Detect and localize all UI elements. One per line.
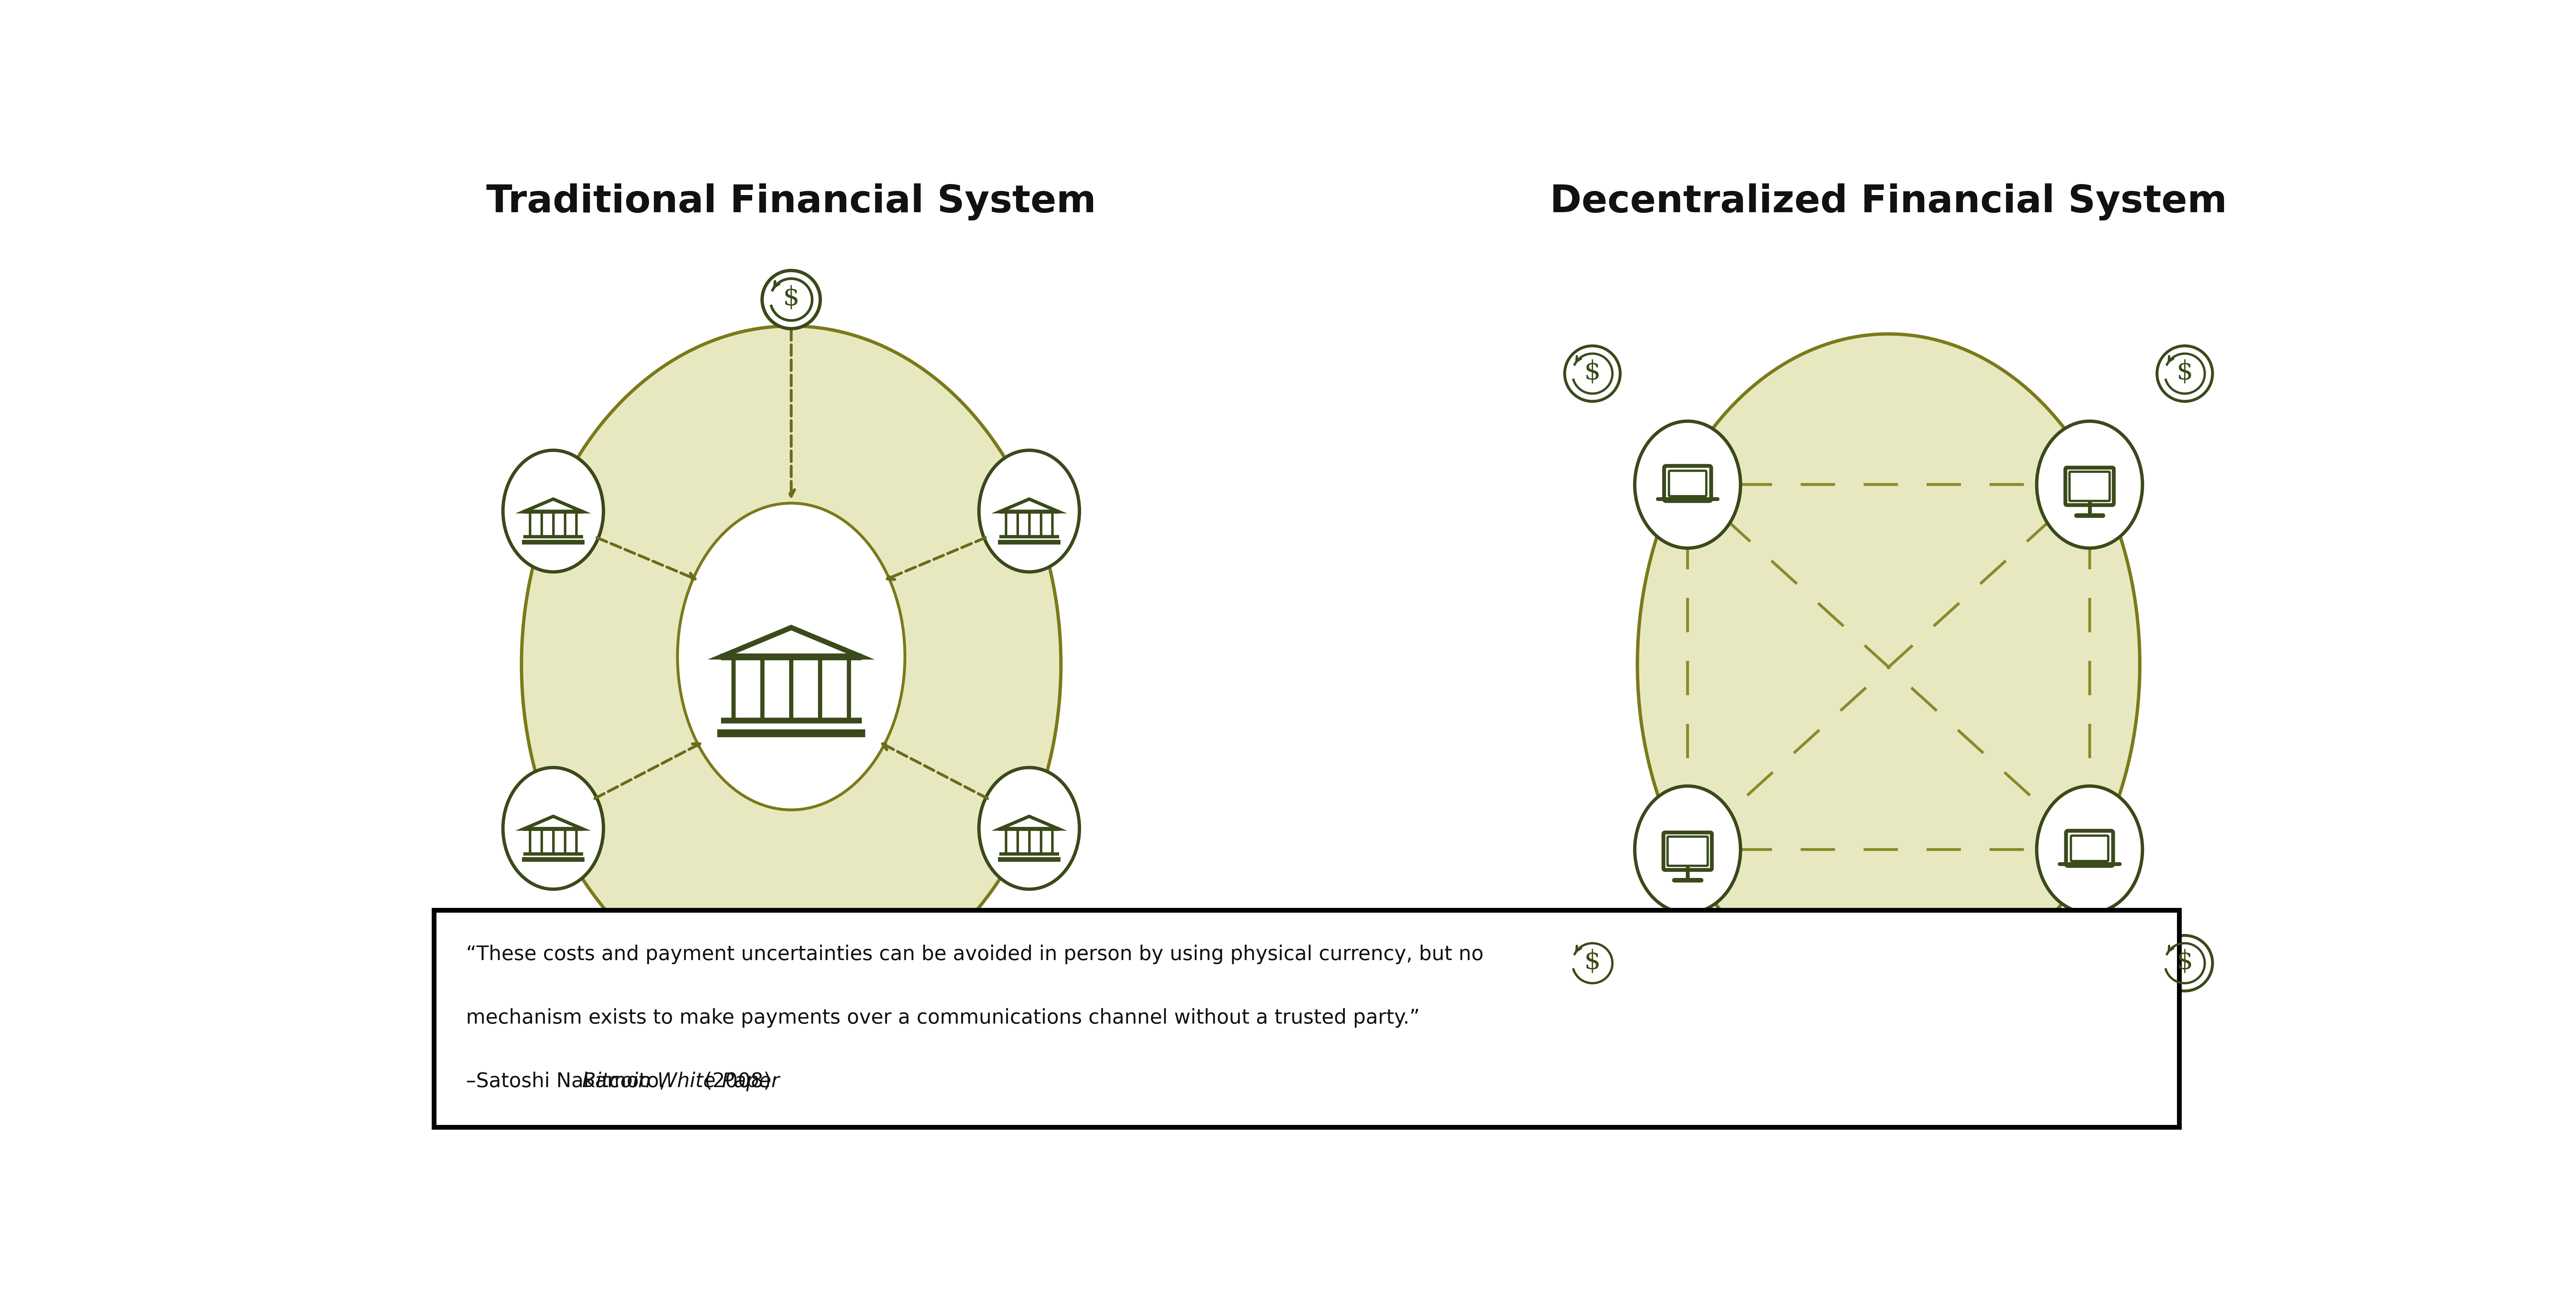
Circle shape xyxy=(2156,936,2213,991)
Text: “These costs and payment uncertainties can be avoided in person by using physica: “These costs and payment uncertainties c… xyxy=(466,945,1484,965)
Ellipse shape xyxy=(2038,421,2143,548)
Ellipse shape xyxy=(502,767,603,889)
Text: Traditional Financial System: Traditional Financial System xyxy=(487,184,1097,220)
Text: $: $ xyxy=(2177,359,2192,385)
FancyBboxPatch shape xyxy=(435,910,2179,1127)
Ellipse shape xyxy=(1638,334,2141,995)
Circle shape xyxy=(762,270,819,329)
Ellipse shape xyxy=(2038,787,2143,912)
Circle shape xyxy=(2156,346,2213,401)
Circle shape xyxy=(1564,346,1620,401)
Ellipse shape xyxy=(979,450,1079,572)
Ellipse shape xyxy=(979,767,1079,889)
Circle shape xyxy=(1564,936,1620,991)
Text: $: $ xyxy=(1584,359,1600,385)
Text: $: $ xyxy=(1584,949,1600,974)
Text: (2008): (2008) xyxy=(698,1071,770,1091)
Text: mechanism exists to make payments over a communications channel without a truste: mechanism exists to make payments over a… xyxy=(466,1008,1419,1028)
Text: $: $ xyxy=(783,286,799,311)
Ellipse shape xyxy=(1636,421,1741,548)
Ellipse shape xyxy=(502,450,603,572)
Ellipse shape xyxy=(520,326,1061,1003)
Text: Bitcoin White Paper: Bitcoin White Paper xyxy=(582,1071,781,1091)
Text: Decentralized Financial System: Decentralized Financial System xyxy=(1551,184,2228,220)
Ellipse shape xyxy=(677,503,904,810)
Ellipse shape xyxy=(1636,787,1741,912)
Text: $: $ xyxy=(2177,949,2192,974)
Text: –Satoshi Nakamoto,: –Satoshi Nakamoto, xyxy=(466,1071,672,1091)
